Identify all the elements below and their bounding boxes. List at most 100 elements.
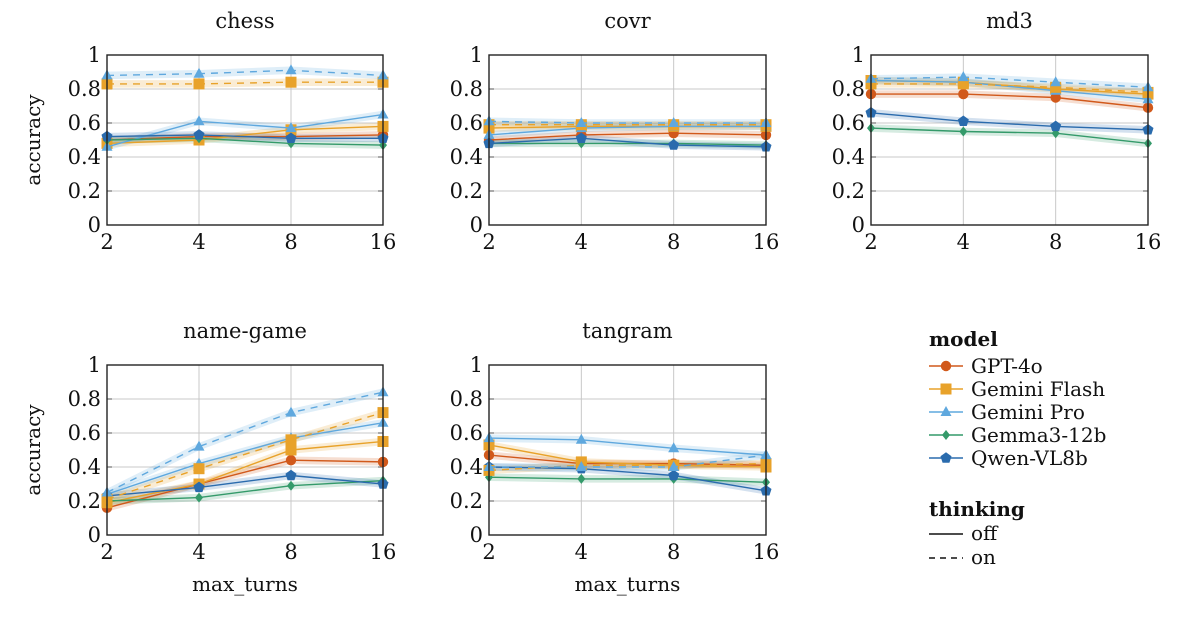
x-axis-label: max_turns — [192, 572, 298, 596]
y-axis-label: accuracy — [21, 404, 45, 496]
legend-thinking-title: thinking — [929, 497, 1025, 521]
y-tick-label: 0.2 — [68, 179, 101, 203]
y-tick-label: 0.2 — [450, 179, 483, 203]
legend-marker-icon — [940, 452, 952, 463]
data-point-qwen-vl8b-off — [285, 469, 297, 481]
subplot-name-game: name-game 0 0.2 0.4 0.6 0.8 1 2 4 8 16 accuracy max_… — [21, 319, 396, 596]
series-line-gemini-flash-thinking-off — [488, 444, 767, 468]
subplot-title: covr — [604, 9, 651, 33]
data-point-gemini-pro-on — [575, 117, 587, 127]
y-tick-label: 0.8 — [68, 77, 101, 101]
series-line-gemma3-12b-thinking-off — [489, 142, 767, 146]
plot-frame — [106, 364, 384, 536]
y-tick-label: 0.8 — [450, 387, 483, 411]
y-tick-label: 0 — [470, 213, 483, 237]
y-tick-label: 1 — [88, 353, 101, 377]
data-point-gemini-flash-on — [193, 463, 205, 475]
ci-band-gemini-pro-on — [107, 66, 383, 80]
x-tick-label: 4 — [192, 540, 205, 564]
data-point-gpt-4o-off — [285, 455, 297, 466]
ci-band-gemma3-12b-off — [489, 139, 766, 149]
data-point-gemini-pro-off — [575, 433, 587, 444]
data-point-gemini-pro-on — [285, 406, 297, 417]
y-tick-label: 0.8 — [832, 77, 865, 101]
x-tick-label: 2 — [100, 540, 113, 564]
subplot-chess: chess 0 0.2 0.4 0.6 0.8 1 2 4 8 16 accuracy — [21, 9, 396, 254]
legend-label: Gemini Flash — [971, 377, 1105, 401]
legend-label: Gemma3-12b — [971, 423, 1106, 447]
data-point-qwen-vl8b-off — [193, 129, 205, 140]
legend-marker-icon — [940, 360, 952, 372]
data-point-gemma3-12b-off — [195, 492, 203, 503]
data-point-gemini-flash-on — [285, 76, 297, 88]
y-tick-label: 0 — [852, 213, 865, 237]
subplot-tangram: tangram 0 0.2 0.4 0.6 0.8 1 2 4 8 16 max_turns — [450, 319, 780, 596]
y-tick-label: 0.4 — [450, 145, 483, 169]
subplot-title: tangram — [582, 319, 672, 343]
series-line-qwen-vl8b-thinking-off — [106, 134, 383, 140]
y-tick-label: 1 — [88, 43, 101, 67]
y-tick-label: 0 — [88, 213, 101, 237]
x-tick-label: 2 — [482, 230, 495, 254]
y-tick-label: 0.8 — [68, 387, 101, 411]
y-tick-label: 0 — [88, 523, 101, 547]
data-point-qwen-vl8b-off — [668, 139, 680, 150]
plot-frame — [106, 54, 384, 226]
x-tick-label: 16 — [370, 230, 397, 254]
legend-marker-icon — [940, 383, 952, 395]
legend-item-gemma3-12b: Gemma3-12b — [929, 423, 1106, 447]
x-tick-label: 2 — [864, 230, 877, 254]
ci-band-gemini-flash-on — [107, 408, 383, 504]
series-line-gemini-flash-thinking-on — [107, 81, 383, 85]
y-tick-label: 0.6 — [832, 111, 865, 135]
data-point-gemini-pro-off — [668, 442, 680, 453]
ci-band-qwen-vl8b-off — [489, 134, 766, 151]
series-line-gemini-flash-thinking-off — [106, 440, 384, 504]
series-line-gemini-pro-thinking-off — [870, 79, 1149, 100]
x-tick-label: 16 — [370, 540, 397, 564]
y-tick-label: 0.2 — [832, 179, 865, 203]
legend-label: off — [971, 521, 999, 545]
legend-label: Gemini Pro — [971, 400, 1085, 424]
data-point-qwen-vl8b-off — [575, 132, 587, 143]
ci-band-gemini-flash-on — [107, 78, 383, 88]
series-line-gemini-pro-thinking-off — [106, 422, 384, 495]
legend-model-title: model — [929, 327, 998, 351]
x-tick-label: 4 — [575, 540, 588, 564]
series-line-gemini-pro-thinking-off — [488, 125, 766, 136]
x-tick-label: 4 — [957, 230, 970, 254]
series-line-gemini-pro-thinking-off — [488, 437, 767, 456]
series-line-gpt-4o-thinking-off — [488, 132, 767, 141]
x-axis-label: max_turns — [575, 572, 681, 596]
data-point-qwen-vl8b-off — [1050, 120, 1062, 132]
legend-item-thinking-off: off — [929, 521, 999, 545]
legend-item-thinking-on: on — [929, 545, 996, 569]
ci-band-gpt-4o-off — [871, 90, 1148, 112]
series-line-qwen-vl8b-thinking-off — [106, 474, 384, 497]
data-point-gemini-pro-on — [668, 461, 680, 471]
y-tick-label: 0.4 — [68, 455, 101, 479]
series-line-gemini-flash-thinking-off — [106, 125, 384, 145]
y-tick-label: 1 — [470, 43, 483, 67]
x-tick-label: 16 — [1135, 230, 1162, 254]
x-tick-label: 4 — [192, 230, 205, 254]
x-tick-label: 2 — [482, 540, 495, 564]
plot-frame — [488, 364, 767, 536]
y-tick-label: 1 — [470, 353, 483, 377]
legend-label: Qwen-VL8b — [971, 446, 1088, 470]
data-point-gpt-4o-off — [1050, 92, 1061, 103]
series-line-gpt-4o-thinking-off — [106, 459, 384, 509]
ci-band-qwen-vl8b-off — [489, 463, 766, 495]
series-line-gemma3-12b-thinking-off — [106, 137, 384, 146]
subplot-title: md3 — [986, 9, 1033, 33]
data-point-gemini-flash-on — [1050, 81, 1062, 93]
data-point-qwen-vl8b-off — [668, 469, 680, 481]
data-point-gpt-4o-off — [958, 88, 969, 100]
plot-frame — [488, 54, 767, 226]
subplot-covr: covr 0 0.2 0.4 0.6 0.8 1 2 4 8 16 — [450, 9, 780, 254]
series-line-gpt-4o-thinking-off — [871, 93, 1149, 109]
y-tick-label: 0.6 — [68, 421, 101, 445]
data-point-gemini-pro-on — [193, 67, 205, 78]
series-line-qwen-vl8b-thinking-off — [488, 466, 767, 492]
